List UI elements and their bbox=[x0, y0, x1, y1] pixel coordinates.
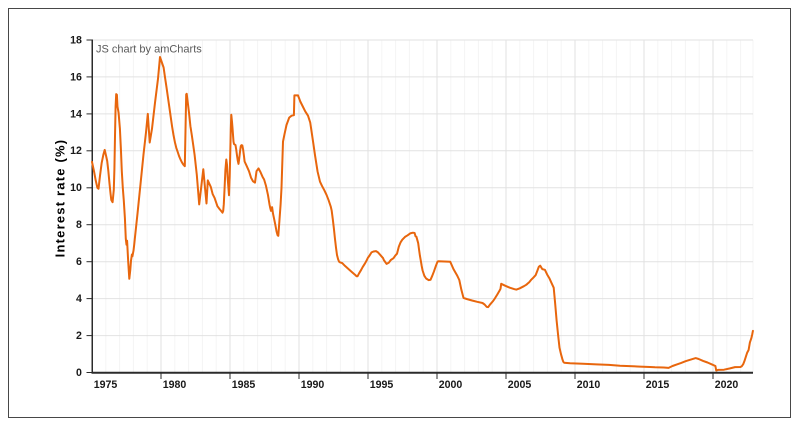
svg-text:0: 0 bbox=[76, 367, 82, 379]
svg-text:12: 12 bbox=[70, 145, 82, 157]
svg-text:2000: 2000 bbox=[439, 379, 463, 391]
svg-text:8: 8 bbox=[76, 219, 82, 231]
svg-text:18: 18 bbox=[70, 34, 82, 46]
svg-text:16: 16 bbox=[70, 71, 82, 83]
svg-text:JS chart by amCharts: JS chart by amCharts bbox=[96, 43, 202, 55]
svg-text:1975: 1975 bbox=[94, 379, 118, 391]
svg-text:2020: 2020 bbox=[715, 379, 739, 391]
svg-text:Interest rate (%): Interest rate (%) bbox=[53, 139, 68, 258]
svg-text:2010: 2010 bbox=[577, 379, 601, 391]
svg-text:6: 6 bbox=[76, 256, 82, 268]
svg-text:1985: 1985 bbox=[232, 379, 256, 391]
svg-text:2005: 2005 bbox=[508, 379, 532, 391]
svg-text:4: 4 bbox=[76, 293, 82, 305]
svg-text:2: 2 bbox=[76, 330, 82, 342]
svg-text:1990: 1990 bbox=[301, 379, 325, 391]
svg-text:14: 14 bbox=[70, 108, 82, 120]
svg-text:1995: 1995 bbox=[370, 379, 394, 391]
svg-text:2015: 2015 bbox=[646, 379, 670, 391]
svg-text:10: 10 bbox=[70, 182, 82, 194]
svg-text:1980: 1980 bbox=[163, 379, 187, 391]
